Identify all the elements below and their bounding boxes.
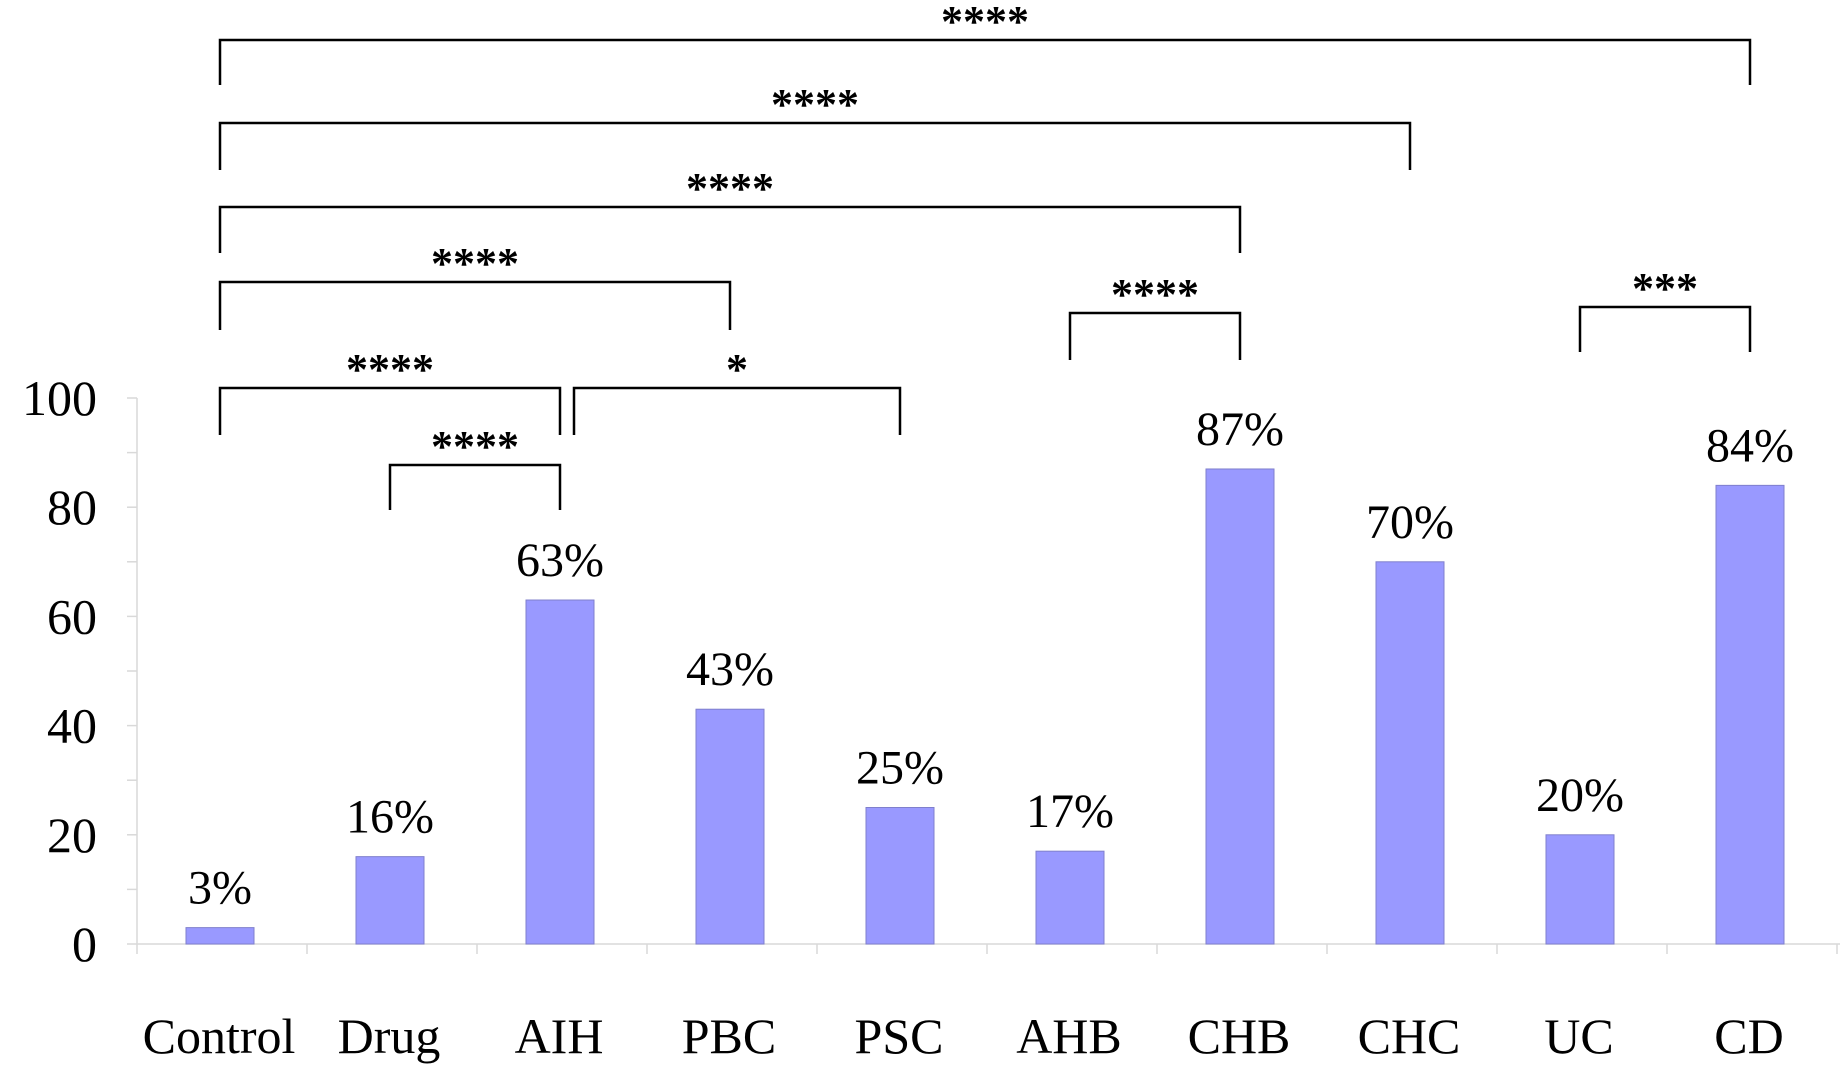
significance-label: ***	[1632, 264, 1698, 313]
data-label-ahb: 17%	[1026, 785, 1114, 838]
bar-chc	[1375, 561, 1445, 945]
x-tick-label-chc: CHC	[1358, 1008, 1461, 1064]
data-label-pbc: 43%	[686, 643, 774, 696]
significance-bracket-aih-psc	[572, 386, 902, 435]
axes: 0 20 40 60 80 100 Control Drug AIH PBC PSC AHB CHB CH…	[22, 370, 1840, 1064]
x-tick-label-uc: UC	[1544, 1008, 1613, 1064]
bar-psc	[865, 807, 935, 945]
data-label-chb: 87%	[1196, 403, 1284, 456]
significance-bracket-control-chc	[218, 121, 1412, 170]
significance-bracket-control-cd	[218, 38, 1752, 85]
bars	[185, 468, 1785, 945]
significance-label: ****	[431, 422, 519, 471]
x-tick-label-psc: PSC	[855, 1008, 944, 1064]
y-tick-label: 100	[22, 370, 97, 426]
bar-cd	[1715, 484, 1785, 945]
significance-brackets: ***************************** ***	[218, 0, 1752, 510]
significance-bracket-control-chb	[218, 205, 1242, 253]
data-label-chc: 70%	[1366, 496, 1454, 549]
data-label-uc: 20%	[1536, 769, 1624, 822]
significance-bracket-control-aih	[218, 386, 562, 435]
y-tick-label: 80	[47, 479, 97, 535]
y-tick-label: 20	[47, 807, 97, 863]
bar-aih	[525, 599, 595, 945]
data-label-drug: 16%	[346, 791, 434, 844]
x-tick-label-pbc: PBC	[682, 1008, 777, 1064]
x-tick-label-cd: CD	[1714, 1008, 1783, 1064]
significance-label: ****	[686, 164, 774, 213]
y-tick-label: 60	[47, 588, 97, 644]
significance-label: ****	[771, 80, 859, 129]
bar-uc	[1545, 834, 1615, 945]
data-label-control: 3%	[188, 862, 252, 915]
data-label-aih: 63%	[516, 534, 604, 587]
significance-bracket-ahb-chb	[1068, 311, 1242, 360]
data-label-psc: 25%	[856, 742, 944, 795]
significance-bracket-uc-cd	[1578, 305, 1752, 352]
bar-ahb	[1035, 850, 1105, 945]
bar-pbc	[695, 708, 765, 945]
significance-bracket-control-pbc	[218, 280, 732, 330]
y-tick-label: 0	[72, 916, 97, 972]
bar-control	[185, 927, 255, 945]
bar-chb	[1205, 468, 1275, 945]
data-labels: 3% 16% 63% 43% 25% 17% 87% 70% 20% 84%	[188, 403, 1794, 915]
significance-label: ****	[346, 345, 434, 394]
x-tick-label-aih: AIH	[515, 1008, 604, 1064]
significance-label: ****	[941, 0, 1029, 46]
significance-bracket-drug-aih	[388, 463, 562, 510]
x-tick-label-control: Control	[143, 1008, 296, 1064]
significance-label: *	[726, 345, 748, 394]
significance-label: ****	[431, 239, 519, 288]
x-tick-label-ahb: AHB	[1016, 1008, 1122, 1064]
x-tick-label-drug: Drug	[338, 1008, 441, 1064]
y-tick-label: 40	[47, 698, 97, 754]
bar-drug	[355, 856, 425, 945]
data-label-cd: 84%	[1706, 419, 1794, 472]
significance-label: ****	[1111, 270, 1199, 319]
x-tick-label-chb: CHB	[1188, 1008, 1291, 1064]
